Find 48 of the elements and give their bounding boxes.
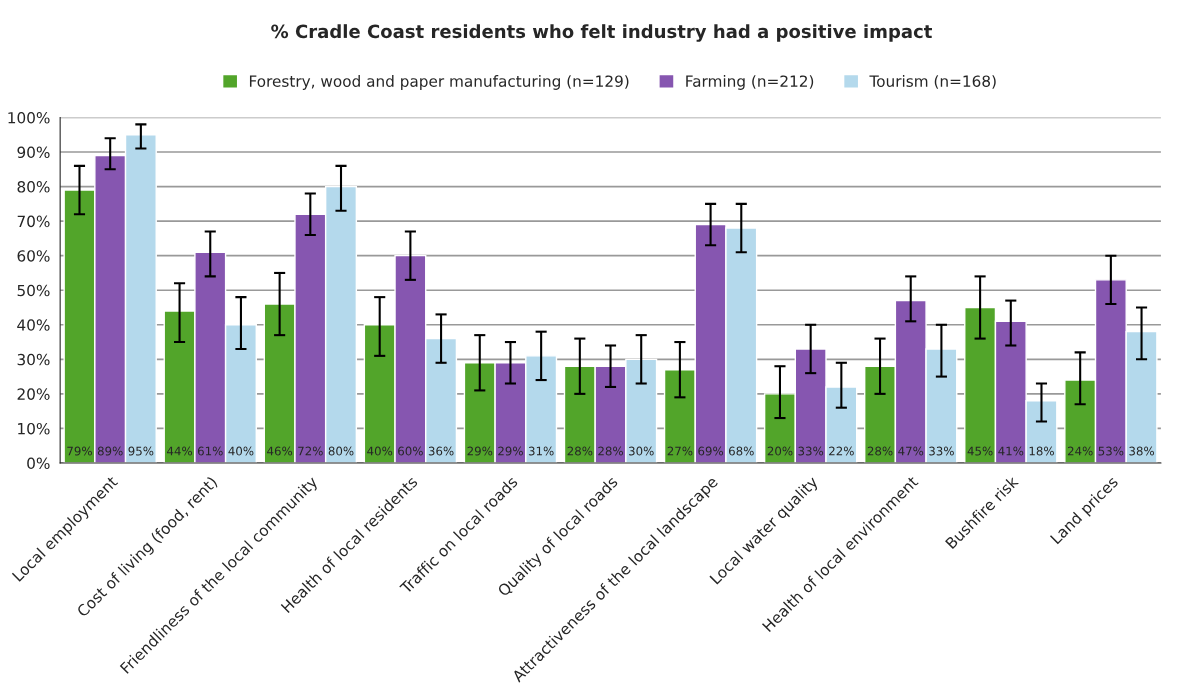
data-label: 31% [528, 446, 554, 456]
data-label: 33% [798, 446, 824, 456]
y-tick-label: 0% [27, 457, 50, 469]
legend-label: Farming (n=212) [686, 75, 814, 90]
data-label: 68% [728, 446, 754, 456]
data-label: 28% [567, 446, 593, 456]
data-label: 95% [128, 446, 154, 456]
data-label: 20% [767, 446, 793, 456]
data-label: 45% [967, 446, 993, 456]
y-tick-label: 60% [17, 250, 50, 262]
data-label: 60% [398, 446, 423, 456]
data-label: 28% [598, 446, 623, 456]
data-label: 40% [228, 446, 254, 456]
data-label: 61% [197, 446, 223, 456]
legend-label: Tourism (n=168) [869, 75, 996, 89]
data-label: 53% [1098, 446, 1124, 456]
data-label: 30% [628, 446, 654, 456]
data-label: 41% [998, 446, 1024, 456]
data-label: 29% [498, 446, 523, 456]
y-tick-label: 30% [17, 353, 50, 366]
data-label: 44% [167, 446, 193, 456]
y-tick-label: 10% [18, 422, 50, 435]
data-label: 69% [698, 446, 724, 456]
y-tick-label: 20% [17, 388, 50, 400]
data-label: 80% [328, 446, 354, 456]
data-label: 22% [829, 446, 854, 456]
y-tick-label: 100% [8, 111, 50, 124]
data-label: 24% [1067, 446, 1093, 456]
data-label: 89% [97, 446, 123, 456]
y-tick-label: 70% [17, 215, 50, 228]
legend-label: Forestry, wood and paper manufacturing (n=129) [249, 75, 629, 90]
data-label: 28% [867, 446, 893, 456]
data-label: 72% [298, 446, 323, 456]
data-label: 47% [898, 446, 924, 456]
y-tick-label: 80% [17, 181, 50, 193]
chart-title: % Cradle Coast residents who felt industry had a positive impact [271, 24, 932, 42]
data-label: 29% [467, 446, 493, 456]
y-tick-label: 50% [17, 284, 50, 297]
data-label: 36% [428, 446, 454, 456]
data-label: 33% [929, 446, 954, 456]
data-label: 18% [1029, 446, 1054, 456]
data-label: 27% [667, 446, 693, 456]
data-label: 79% [67, 446, 92, 456]
data-label: 46% [267, 446, 293, 456]
y-tick-label: 40% [17, 319, 50, 331]
y-tick-label: 90% [17, 146, 50, 159]
data-label: 38% [1129, 446, 1155, 456]
data-label: 40% [367, 446, 393, 456]
